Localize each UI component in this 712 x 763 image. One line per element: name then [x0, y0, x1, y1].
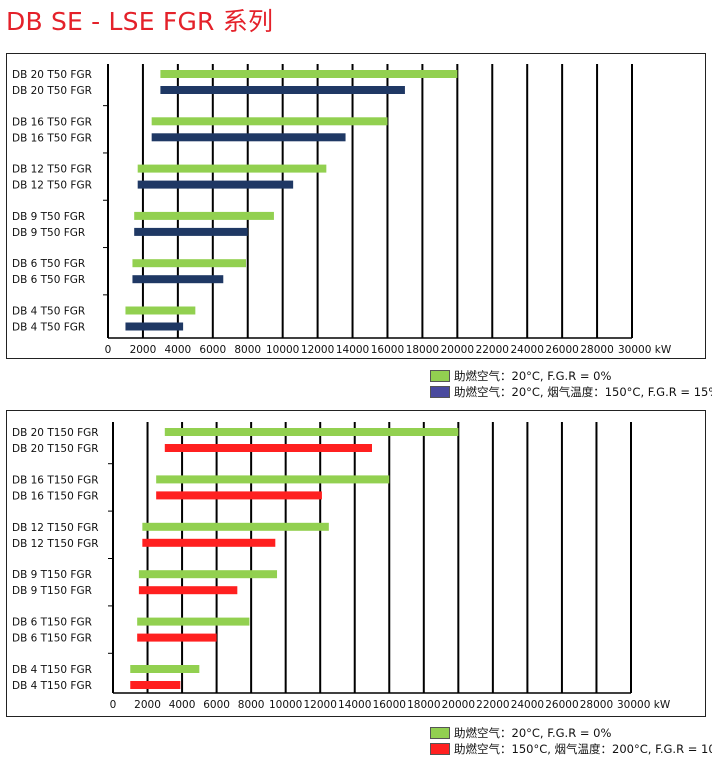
x-tick-label: 18000	[406, 344, 439, 356]
x-tick-label: 26000	[545, 344, 578, 356]
x-tick-label: 2000	[134, 699, 161, 711]
bar-series-1	[138, 570, 278, 579]
bar-series-2	[151, 133, 346, 142]
x-tick-label: 4000	[164, 344, 191, 356]
x-tick-label: 20000	[441, 344, 474, 356]
bar-series-1	[151, 117, 388, 126]
bar-series-2	[164, 444, 372, 452]
bar-series-1	[156, 475, 390, 484]
category-label: DB 12 T150 FGR	[12, 538, 99, 550]
x-tick-label: 26000	[545, 699, 578, 711]
bar-series-1	[164, 428, 459, 436]
legend-t150: 助燃空气：20°C, F.G.R = 0% 助燃空气：150°C, 烟气温度：2…	[430, 725, 712, 757]
x-tick-label: 16000	[371, 344, 404, 356]
x-tick-label: 6000	[203, 699, 230, 711]
bar-series-2	[160, 86, 405, 94]
x-tick-label: 16000	[373, 699, 406, 711]
category-label: DB 20 T50 FGR	[12, 69, 92, 81]
bar-series-1	[137, 617, 250, 626]
legend-item-red: 助燃空气：150°C, 烟气温度：200°C, F.G.R = 10%	[430, 741, 712, 757]
bar-series-1	[130, 665, 200, 673]
x-tick-label: 28000	[580, 344, 613, 356]
bar-series-2	[134, 227, 248, 236]
bar-series-1	[134, 211, 274, 220]
legend-label: 助燃空气：20°C, F.G.R = 0%	[454, 726, 612, 740]
category-label: DB 16 T50 FGR	[12, 132, 92, 144]
bar-series-2	[137, 633, 217, 642]
bar-series-1	[142, 522, 329, 531]
x-tick-label: 22000	[476, 344, 509, 356]
x-tick-label: 24000	[510, 344, 543, 356]
x-tick-label: 12000	[303, 699, 336, 711]
category-label: DB 16 T150 FGR	[12, 474, 99, 486]
x-tick-label: 22000	[476, 699, 509, 711]
category-label: DB 9 T50 FGR	[12, 211, 85, 223]
bar-series-2	[132, 275, 224, 284]
bar-series-1	[125, 306, 196, 315]
bar-series-2	[138, 586, 238, 595]
x-tick-label: 14000	[338, 699, 371, 711]
x-tick-label: 24000	[511, 699, 544, 711]
x-tick-label: 8000	[238, 699, 265, 711]
chart-panel-t150: 0 2000 4000 6000 8000 10000 12000 14000 16000 180…	[6, 410, 706, 717]
bar-series-1	[132, 259, 246, 268]
category-label: DB 4 T150 FGR	[12, 664, 92, 676]
legend-swatch-red	[430, 743, 450, 755]
legend-item-green: 助燃空气：20°C, F.G.R = 0%	[430, 725, 712, 741]
category-label: DB 20 T150 FGR	[12, 427, 99, 439]
category-label: DB 9 T150 FGR	[12, 569, 92, 581]
category-label: DB 12 T50 FGR	[12, 164, 92, 176]
bar-series-1	[160, 70, 458, 78]
category-label: DB 4 T50 FGR	[12, 322, 85, 334]
category-label: DB 20 T150 FGR	[12, 443, 99, 455]
x-tick-label: 18000	[407, 699, 440, 711]
legend-swatch-green	[430, 727, 450, 739]
bar-series-2	[142, 538, 276, 547]
legend-item-green: 助燃空气：20°C, F.G.R = 0%	[430, 368, 712, 384]
category-label: DB 6 T50 FGR	[12, 258, 85, 270]
x-tick-label: 30000 kW	[617, 699, 671, 711]
x-tick-label: 14000	[336, 344, 369, 356]
category-label: DB 12 T150 FGR	[12, 522, 99, 534]
legend-t50: 助燃空气：20°C, F.G.R = 0% 助燃空气：20°C, 烟气温度：15…	[430, 368, 712, 400]
category-label: DB 6 T150 FGR	[12, 633, 92, 645]
page-title: DB SE - LSE FGR 系列	[6, 7, 274, 36]
x-tick-label: 28000	[580, 699, 613, 711]
legend-swatch-navy	[430, 386, 450, 398]
x-tick-label: 12000	[301, 344, 334, 356]
legend-item-navy: 助燃空气：20°C, 烟气温度：150°C, F.G.R = 15%	[430, 384, 712, 400]
category-label: DB 6 T50 FGR	[12, 274, 85, 286]
x-tick-label: 0	[110, 699, 117, 711]
category-label: DB 6 T150 FGR	[12, 617, 92, 629]
legend-swatch-green	[430, 370, 450, 382]
category-label: DB 9 T50 FGR	[12, 227, 85, 239]
category-label: DB 9 T150 FGR	[12, 585, 92, 597]
category-label: DB 4 T150 FGR	[12, 680, 92, 692]
category-label: DB 16 T50 FGR	[12, 116, 92, 128]
x-tick-label: 6000	[199, 344, 226, 356]
bar-series-1	[137, 164, 327, 173]
x-tick-label: 0	[105, 344, 112, 356]
legend-label: 助燃空气：150°C, 烟气温度：200°C, F.G.R = 10%	[454, 742, 712, 756]
bar-series-2	[130, 681, 181, 689]
bar-series-2	[156, 491, 322, 500]
category-label: DB 16 T150 FGR	[12, 490, 99, 502]
x-tick-label: 10000	[266, 344, 299, 356]
x-tick-label: 10000	[269, 699, 302, 711]
legend-label: 助燃空气：20°C, F.G.R = 0%	[454, 369, 612, 383]
x-tick-label: 30000 kW	[618, 344, 672, 356]
category-label: DB 4 T50 FGR	[12, 306, 85, 318]
bar-series-2	[137, 180, 294, 189]
category-label: DB 20 T50 FGR	[12, 85, 92, 97]
x-tick-label: 4000	[169, 699, 196, 711]
bar-series-2	[125, 322, 184, 331]
legend-label: 助燃空气：20°C, 烟气温度：150°C, F.G.R = 15%	[454, 385, 712, 399]
chart-t150-fgr: 0 2000 4000 6000 8000 10000 12000 14000 16000 180…	[12, 422, 671, 711]
x-tick-label: 8000	[234, 344, 261, 356]
chart-t50-fgr: 0 2000 4000 6000 8000 10000 12000 14000 16000 180…	[12, 64, 672, 356]
x-tick-label: 2000	[130, 344, 157, 356]
category-label: DB 12 T50 FGR	[12, 180, 92, 192]
x-tick-label: 20000	[442, 699, 475, 711]
chart-panel-t50: 0 2000 4000 6000 8000 10000 12000 14000 16000 180…	[6, 53, 706, 359]
